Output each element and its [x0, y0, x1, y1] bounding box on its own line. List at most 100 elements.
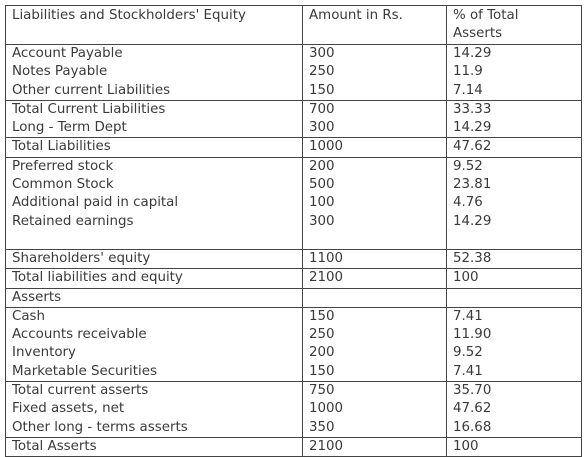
table-cell: 100 — [446, 268, 582, 289]
table-cell: 200 500 100 300 — [302, 156, 447, 250]
cell-line: 11.90 — [453, 327, 492, 343]
table-cell: 47.62 — [446, 137, 582, 158]
cell-line: 47.62 — [453, 401, 492, 417]
table-cell: 7.41 11.90 9.52 7.41 — [446, 306, 582, 383]
table-row: Preferred stock Common Stock Additional pa… — [5, 156, 582, 250]
table-cell: Cash Accounts receivable Inventory Marketab… — [5, 306, 303, 383]
cell-line: Notes Payable — [12, 64, 108, 80]
cell-line: 750 — [309, 383, 335, 399]
table-row: Total Current Liabilities Long - Term Dep… — [5, 99, 582, 139]
table-row: Cash Accounts receivable Inventory Marketab… — [5, 306, 582, 383]
table-cell: 33.33 14.29 — [446, 99, 582, 139]
cell-line: 2100 — [309, 438, 344, 454]
table-cell: Account Payable Notes Payable Other curren… — [5, 44, 303, 101]
header-text: % of Total Asserts — [453, 8, 519, 42]
cell-line: 14.29 — [453, 120, 492, 136]
table-cell: 1100 — [302, 248, 447, 270]
cell-line: 7.14 — [453, 82, 483, 98]
cell-line: 200 — [309, 345, 335, 361]
table-row: Asserts — [5, 287, 582, 308]
cell-line: 9.52 — [453, 158, 483, 174]
cell-line: 9.52 — [453, 345, 483, 361]
table-row: Total liabilities and equity 2100 100 — [5, 268, 582, 289]
header-text: Liabilities and Stockholders' Equity — [12, 8, 246, 23]
cell-line: 700 — [309, 101, 335, 117]
header-text: Amount in Rs. — [309, 8, 403, 23]
cell-line: 100 — [309, 195, 335, 211]
table-cell: 9.52 23.81 4.76 14.29 — [446, 156, 582, 250]
cell-line: 16.68 — [453, 419, 492, 435]
balance-table: Liabilities and Stockholders' Equity Amo… — [5, 5, 582, 457]
table-row: Total Liabilities 1000 47.62 — [5, 137, 582, 158]
cell-line: 350 — [309, 419, 335, 435]
cell-line: Fixed assets, net — [12, 401, 125, 417]
cell-line: Marketable Securities — [12, 363, 157, 379]
cell-line: Additional paid in capital — [12, 195, 179, 211]
cell-line: 100 — [453, 270, 479, 286]
table-cell: Total current asserts Fixed assets, net Ot… — [5, 381, 303, 438]
table-cell: 2100 — [302, 436, 447, 457]
cell-line: Asserts — [12, 289, 62, 305]
header-cell: % of Total Asserts — [446, 5, 582, 45]
cell-line: 52.38 — [453, 250, 492, 266]
table-cell: 14.29 11.9 7.14 — [446, 44, 582, 101]
table-body: Account Payable Notes Payable Other curren… — [5, 44, 582, 457]
cell-line: Total Asserts — [12, 438, 97, 454]
table-cell: Total Liabilities — [5, 137, 303, 158]
cell-line: 7.41 — [453, 308, 483, 324]
header-cell: Liabilities and Stockholders' Equity — [5, 5, 303, 45]
table-cell: Asserts — [5, 287, 303, 308]
cell-line: 1000 — [309, 139, 344, 155]
cell-line: 1100 — [309, 250, 344, 266]
table-cell: 2100 — [302, 268, 447, 289]
cell-line: Other current Liabilities — [12, 82, 171, 98]
table-cell: 700 300 — [302, 99, 447, 139]
cell-line: Long - Term Dept — [12, 120, 127, 136]
table-cell: Total Current Liabilities Long - Term Dep… — [5, 99, 303, 139]
cell-line: Inventory — [12, 345, 76, 361]
cell-line: 150 — [309, 308, 335, 324]
cell-line: 300 — [309, 46, 335, 61]
header-cell: Amount in Rs. — [302, 5, 447, 45]
cell-line: 14.29 — [453, 213, 492, 229]
cell-line: 250 — [309, 327, 335, 343]
cell-line: Total current asserts — [12, 383, 149, 399]
table-cell: 750 1000 350 — [302, 381, 447, 438]
cell-line: Retained earnings — [12, 213, 134, 229]
table-cell: 1000 — [302, 137, 447, 158]
table-cell: 52.38 — [446, 248, 582, 270]
table-cell: 100 — [446, 436, 582, 457]
cell-line: 1000 — [309, 401, 344, 417]
cell-line: Accounts receivable — [12, 327, 147, 343]
cell-line: Cash — [12, 308, 46, 324]
table-cell: Preferred stock Common Stock Additional pa… — [5, 156, 303, 250]
table-cell: 35.70 47.62 16.68 — [446, 381, 582, 438]
table-cell: Shareholders' equity — [5, 248, 303, 270]
table-row: Shareholders' equity 1100 52.38 — [5, 248, 582, 270]
cell-line: Shareholders' equity — [12, 250, 151, 266]
header-row: Liabilities and Stockholders' Equity Amo… — [5, 5, 582, 45]
cell-line: Common Stock — [12, 177, 114, 193]
table-row: Account Payable Notes Payable Other curren… — [5, 44, 582, 101]
cell-line: 23.81 — [453, 177, 492, 193]
cell-line: 300 — [309, 213, 335, 229]
cell-line: Total Current Liabilities — [12, 101, 166, 117]
cell-line: 150 — [309, 82, 335, 98]
table-cell — [446, 287, 582, 308]
cell-line: Total Liabilities — [12, 139, 111, 155]
cell-line: Total liabilities and equity — [12, 270, 183, 286]
cell-line: Account Payable — [12, 46, 123, 61]
table-cell: Total liabilities and equity — [5, 268, 303, 289]
cell-line: 250 — [309, 64, 335, 80]
cell-line: 300 — [309, 120, 335, 136]
cell-line: 7.41 — [453, 363, 483, 379]
cell-line: Other long - terms asserts — [12, 419, 188, 435]
table-cell: 150 250 200 150 — [302, 306, 447, 383]
cell-line: 11.9 — [453, 64, 483, 80]
cell-line: 2100 — [309, 270, 344, 286]
cell-line: 150 — [309, 363, 335, 379]
cell-line: 200 — [309, 158, 335, 174]
cell-line: 4.76 — [453, 195, 483, 211]
cell-line: 33.33 — [453, 101, 492, 117]
